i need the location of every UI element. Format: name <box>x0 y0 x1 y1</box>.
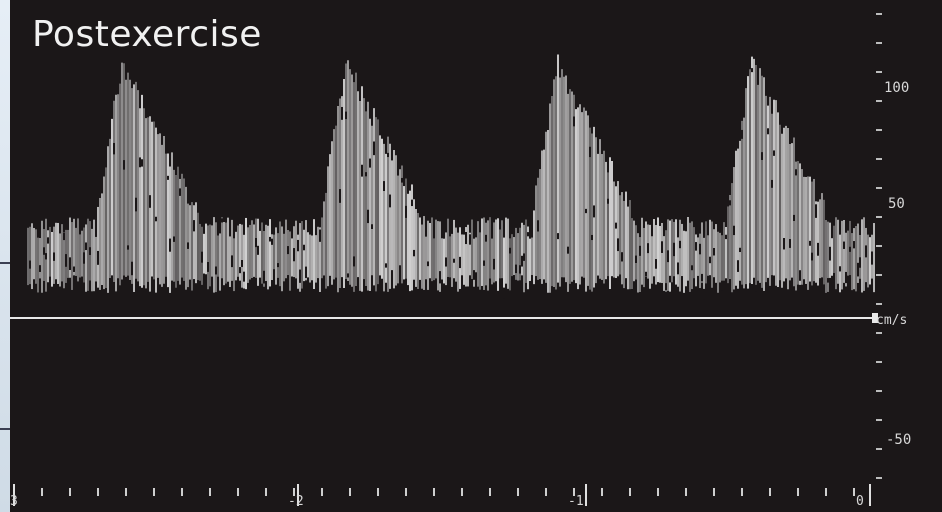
time-label-0: 0 <box>856 494 864 509</box>
display-title: Postexercise <box>32 14 262 55</box>
baseline-marker <box>872 313 878 323</box>
doppler-spectrum <box>10 13 882 506</box>
time-label-3: 3 <box>10 494 18 509</box>
slide-edge-line <box>0 428 12 430</box>
slide-edge <box>0 0 12 512</box>
spectral-trace <box>27 54 875 300</box>
time-label-2: -2 <box>288 494 304 509</box>
slide-edge-line <box>0 262 12 264</box>
velocity-label-minus-50: -50 <box>886 432 912 448</box>
time-label-1: -1 <box>568 494 584 509</box>
time-scale <box>13 484 871 506</box>
doppler-display: Postexercise 100 50 cm/s -50 3 -2 -1 0 <box>10 0 942 512</box>
velocity-label-100: 100 <box>884 80 910 96</box>
velocity-unit-label: cm/s <box>876 313 908 328</box>
velocity-label-50: 50 <box>888 196 905 212</box>
velocity-scale <box>872 13 882 479</box>
